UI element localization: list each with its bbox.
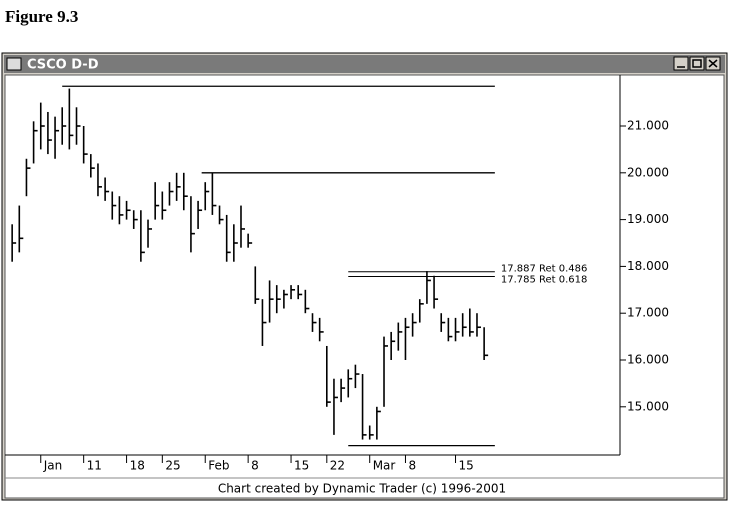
x-tick-label: 15 [294, 459, 309, 473]
title-bar [4, 55, 725, 73]
y-tick-label: 19.000 [627, 212, 669, 226]
y-tick-label: 17.000 [627, 306, 669, 320]
app-icon [6, 57, 22, 71]
x-tick-label: 22 [330, 459, 345, 473]
y-tick-label: 20.000 [627, 165, 669, 179]
maximize-button[interactable] [689, 56, 705, 71]
window-title: CSCO D-D [27, 58, 99, 73]
y-tick-label: 16.000 [627, 353, 669, 367]
figure-label: Figure 9.3 [5, 7, 78, 26]
minimize-button[interactable] [673, 56, 689, 71]
x-tick-label: Jan [43, 459, 63, 473]
y-tick-label: 18.000 [627, 259, 669, 273]
window-glyphs [677, 59, 718, 68]
x-tick-label: 15 [459, 459, 474, 473]
footer-text: Chart created by Dynamic Trader (c) 1996… [218, 482, 506, 496]
y-tick-label: 15.000 [627, 399, 669, 413]
x-tick-label: 8 [251, 459, 259, 473]
retracement-label: 17.785 Ret 0.618 [501, 274, 588, 285]
chart-area [4, 74, 725, 499]
retracement-label: 17.887 Ret 0.486 [501, 264, 588, 275]
x-tick-label: Feb [208, 459, 229, 473]
x-tick-label: 8 [408, 459, 416, 473]
x-tick-label: 18 [130, 459, 145, 473]
x-tick-label: 25 [165, 459, 180, 473]
x-tick-label: Mar [373, 459, 396, 473]
y-tick-label: 21.000 [627, 119, 669, 133]
x-tick-label: 11 [87, 459, 102, 473]
